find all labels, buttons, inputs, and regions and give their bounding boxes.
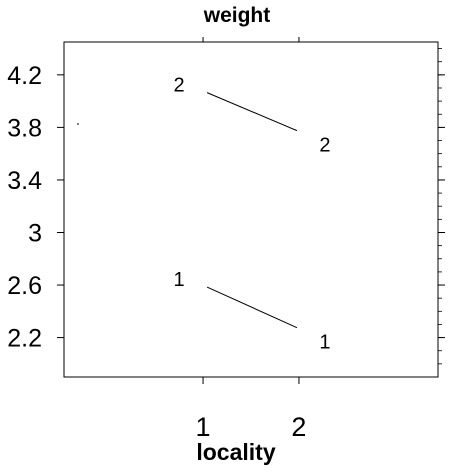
series-line (206, 92, 298, 132)
data-point-label: 2 (173, 75, 184, 97)
plot-frame (63, 41, 439, 378)
chart-title: weight (203, 4, 271, 27)
x-axis-title: locality (196, 439, 275, 465)
data-point-label: 1 (319, 332, 330, 354)
y-axis: 4.2 3.8 3.4 3 2.6 2.2 (7, 62, 445, 353)
y-tick-label: 2.2 (7, 325, 42, 353)
y-axis-minor-ticks (438, 48, 442, 365)
series-line (206, 286, 298, 329)
y-tick-label: 3.8 (7, 114, 42, 142)
series-group: 2 2 1 1 (173, 75, 330, 354)
data-point-label: 1 (173, 269, 184, 291)
y-tick-label: 3.4 (7, 167, 42, 195)
x-tick-label: 1 (196, 412, 211, 442)
y-tick-label: 4.2 (7, 62, 42, 90)
data-point-label: 2 (319, 135, 330, 157)
y-tick-label: 2.6 (7, 272, 42, 300)
y-tick-label: 3 (28, 219, 42, 247)
x-tick-label: 2 (291, 412, 306, 442)
